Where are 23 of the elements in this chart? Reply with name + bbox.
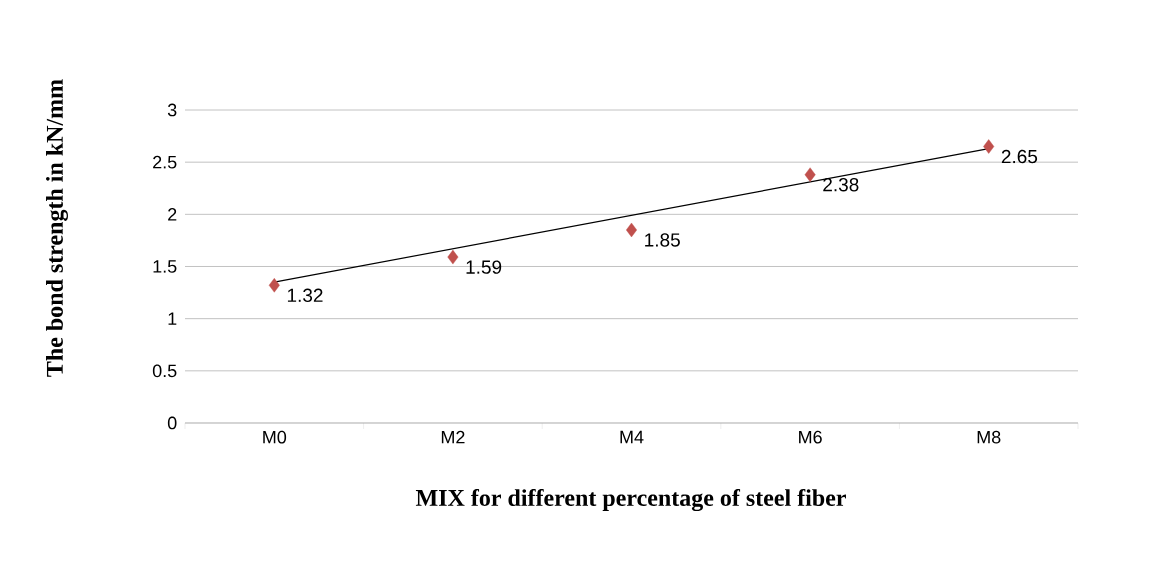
x-tick-label: M2 (441, 430, 465, 444)
point (804, 167, 816, 182)
data-label: 2.38 (823, 177, 859, 192)
y-tick-label: 1.5 (153, 260, 177, 273)
x-tick-label: M4 (620, 430, 644, 444)
data-label: 1.32 (287, 288, 323, 303)
x-axis-title: MIX for different percentage of steel fiber (415, 488, 846, 512)
y-tick-label: 1 (168, 312, 177, 325)
x-tick-label: M6 (799, 430, 822, 444)
y-tick-label: 0 (167, 416, 177, 430)
data-label: 1.59 (466, 260, 502, 274)
y-tick-label: 0.5 (152, 364, 177, 378)
x-tick-label: M8 (977, 430, 1001, 444)
y-axis-title: The bond strength in kN/mm (46, 79, 68, 377)
data-label: 1.85 (645, 233, 680, 247)
data-label: 2.65 (1001, 149, 1038, 164)
point (983, 139, 995, 154)
x-tick-label: M0 (263, 430, 287, 444)
point (268, 278, 280, 293)
y-tick-label: 2.5 (153, 155, 177, 169)
y-tick-label: 3 (167, 103, 177, 117)
point (447, 249, 459, 265)
y-tick-label: 2 (168, 208, 177, 221)
